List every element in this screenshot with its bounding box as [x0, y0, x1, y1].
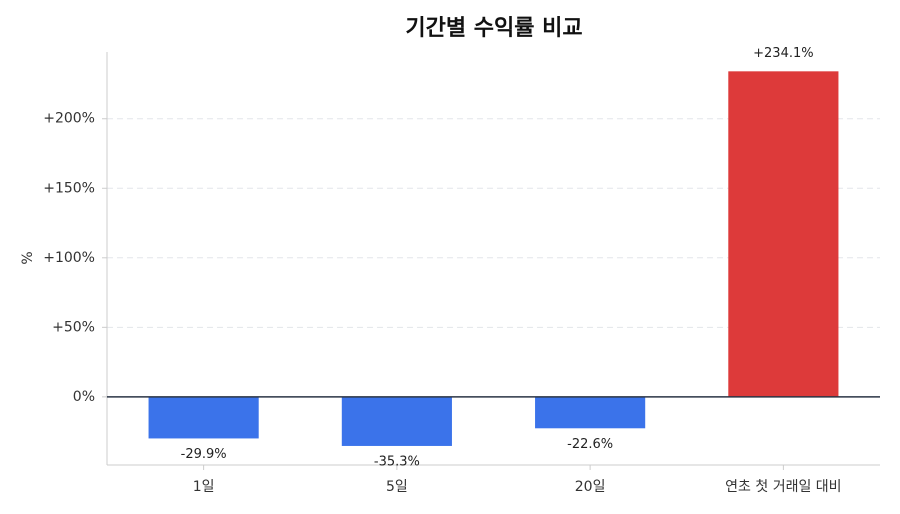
y-tick-label: +50% — [52, 319, 95, 335]
chart-title: 기간별 수익률 비교 — [405, 16, 582, 41]
y-tick-label: +150% — [43, 180, 95, 196]
value-label: -29.9% — [181, 447, 227, 462]
value-label: +234.1% — [753, 46, 813, 61]
bar — [535, 396, 646, 429]
bar — [341, 396, 452, 446]
bar — [728, 71, 839, 397]
bar — [148, 396, 259, 439]
value-label: -35.3% — [374, 454, 420, 469]
y-tick-label: +200% — [43, 111, 95, 127]
y-axis-label: % — [20, 251, 36, 264]
value-label: -22.6% — [567, 437, 613, 452]
x-tick-label: 연초 첫 거래일 대비 — [725, 479, 841, 495]
y-tick-label: 0% — [73, 389, 95, 405]
x-tick-label: 5일 — [386, 479, 408, 495]
y-tick-label: +100% — [43, 250, 95, 266]
x-tick-label: 20일 — [575, 479, 606, 495]
x-tick-label: 1일 — [193, 479, 215, 495]
